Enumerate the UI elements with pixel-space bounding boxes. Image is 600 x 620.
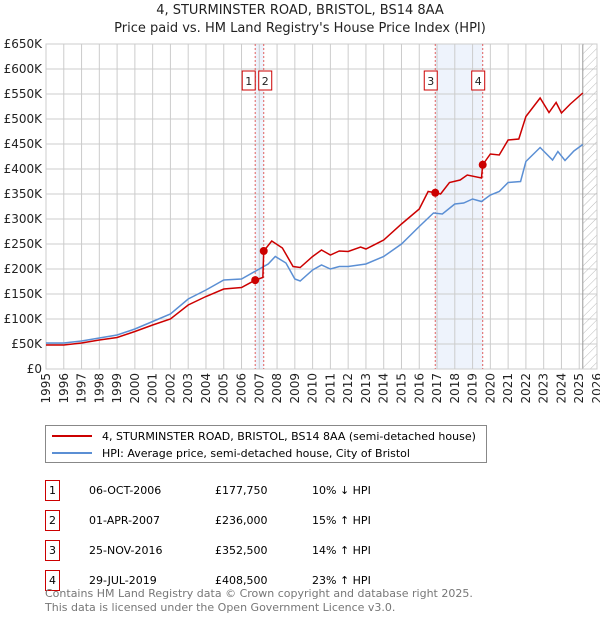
footer-line: Contains HM Land Registry data © Crown c… xyxy=(45,587,473,600)
x-tick-label: 2016 xyxy=(412,373,426,404)
x-tick-label: 2024 xyxy=(554,373,568,404)
legend-swatch-red xyxy=(52,435,92,437)
x-tick-label: 2025 xyxy=(572,373,586,404)
marker-label-box xyxy=(258,70,273,91)
x-tick-label: 2017 xyxy=(430,373,444,404)
transaction-number: 3 xyxy=(45,540,60,561)
x-tick-label: 2005 xyxy=(217,373,231,404)
legend-swatch-blue xyxy=(52,452,92,454)
y-tick-label: £150K xyxy=(4,287,44,301)
chart-title: 4, STURMINSTER ROAD, BRISTOL, BS14 8AA xyxy=(156,3,444,18)
y-tick-label: £550K xyxy=(4,87,44,101)
transaction-date: 01-APR-2007 xyxy=(89,514,161,527)
x-tick-label: 1996 xyxy=(57,373,71,404)
y-tick-label: £400K xyxy=(4,162,44,176)
marker-label: 3 xyxy=(427,75,434,88)
x-tick-label: 2001 xyxy=(146,373,160,404)
x-tick-label: 2026 xyxy=(590,373,600,404)
legend-label: 4, STURMINSTER ROAD, BRISTOL, BS14 8AA (… xyxy=(102,429,476,443)
x-tick-label: 2004 xyxy=(199,373,213,404)
marker-label: 2 xyxy=(262,75,269,88)
transaction-delta: 15% ↑ HPI xyxy=(312,514,371,527)
transaction-date: 06-OCT-2006 xyxy=(89,484,162,497)
x-tick-label: 2009 xyxy=(288,373,302,404)
y-tick-label: £450K xyxy=(4,137,44,151)
transaction-delta: 23% ↑ HPI xyxy=(312,574,371,587)
transaction-price: £236,000 xyxy=(215,514,268,527)
transaction-price: £177,750 xyxy=(215,484,268,497)
transaction-date: 29-JUL-2019 xyxy=(89,574,157,587)
y-tick-label: £50K xyxy=(11,337,43,351)
sale-marker xyxy=(259,247,268,255)
y-tick-label: £0 xyxy=(27,362,42,376)
y-tick-label: £200K xyxy=(4,262,44,276)
footer: Contains HM Land Registry data © Crown c… xyxy=(45,587,473,615)
x-tick-label: 2023 xyxy=(537,373,551,404)
transaction-number: 2 xyxy=(45,510,60,531)
x-tick-label: 2003 xyxy=(181,373,195,404)
transaction-price: £408,500 xyxy=(215,574,268,587)
transaction-number: 1 xyxy=(45,480,60,501)
x-tick-label: 2020 xyxy=(483,373,497,404)
y-tick-label: £300K xyxy=(4,212,44,226)
legend-label: HPI: Average price, semi-detached house,… xyxy=(102,446,410,460)
plot-frame xyxy=(45,43,598,370)
forecast-hatch xyxy=(582,44,597,369)
x-tick-label: 1998 xyxy=(92,373,106,404)
transaction-delta: 10% ↓ HPI xyxy=(312,484,371,497)
x-tick-label: 2013 xyxy=(359,373,373,404)
legend-item-hpi: HPI: Average price, semi-detached house,… xyxy=(52,446,410,460)
x-tick-label: 2006 xyxy=(235,373,249,404)
marker-label: 4 xyxy=(475,75,482,88)
marker-label: 1 xyxy=(245,75,252,88)
chart-subtitle: Price paid vs. HM Land Registry's House … xyxy=(114,21,486,36)
x-tick-label: 2021 xyxy=(501,373,515,404)
price-chart: £0 £50K £100K £150K £200K £250K £300K £350K £400… xyxy=(4,37,600,404)
y-tick-label: £250K xyxy=(4,237,44,251)
x-tick-label: 2011 xyxy=(323,373,337,404)
x-tick-label: 1999 xyxy=(110,373,124,404)
hpi-line xyxy=(46,143,584,344)
transaction-price: £352,500 xyxy=(215,544,268,557)
x-tick-label: 2018 xyxy=(448,373,462,404)
x-tick-label: 2019 xyxy=(466,373,480,404)
x-tick-label: 2008 xyxy=(270,373,284,404)
marker-label-box xyxy=(423,70,438,91)
y-tick-label: £500K xyxy=(4,112,44,126)
x-tick-label: 2012 xyxy=(341,373,355,404)
legend: 4, STURMINSTER ROAD, BRISTOL, BS14 8AA (… xyxy=(45,425,487,463)
footer-line: This data is licensed under the Open Gov… xyxy=(45,601,396,614)
transaction-delta: 14% ↑ HPI xyxy=(312,544,371,557)
x-tick-label: 2002 xyxy=(163,373,177,404)
legend-item-property: 4, STURMINSTER ROAD, BRISTOL, BS14 8AA (… xyxy=(52,429,476,443)
sale-marker xyxy=(478,160,487,169)
x-tick-label: 1995 xyxy=(39,373,53,404)
y-tick-label: £350K xyxy=(4,187,44,201)
y-tick-label: £100K xyxy=(4,312,44,326)
shaded-period xyxy=(435,44,483,369)
x-tick-label: 2007 xyxy=(252,373,266,404)
marker-label-box xyxy=(241,70,256,91)
transaction-date: 25-NOV-2016 xyxy=(89,544,163,557)
y-tick-label: £600K xyxy=(4,62,44,76)
property-price-line xyxy=(46,92,584,346)
sale-marker xyxy=(251,276,260,285)
x-tick-label: 2010 xyxy=(306,373,320,404)
x-tick-label: 1997 xyxy=(75,373,89,404)
y-tick-label: £650K xyxy=(4,37,44,51)
marker-label-box xyxy=(471,70,486,91)
x-tick-label: 2014 xyxy=(377,373,391,404)
x-tick-label: 2015 xyxy=(394,373,408,404)
sale-marker xyxy=(431,188,440,197)
x-tick-label: 2000 xyxy=(128,373,142,404)
transaction-number: 4 xyxy=(45,570,60,591)
x-tick-label: 2022 xyxy=(519,373,533,404)
